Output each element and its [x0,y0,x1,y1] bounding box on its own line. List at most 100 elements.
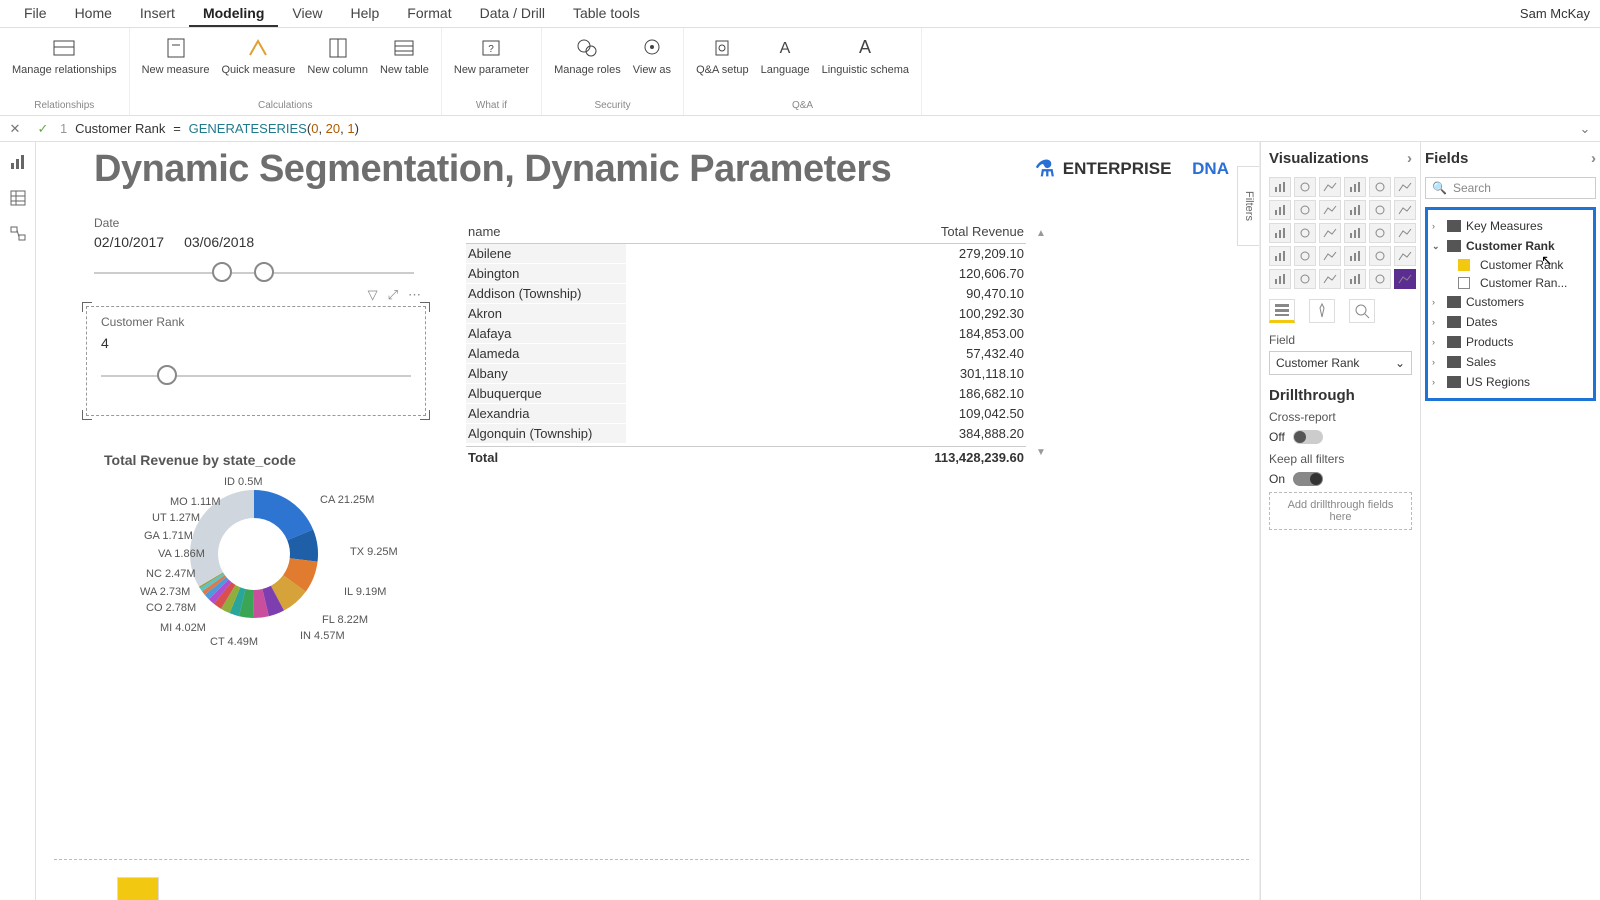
table-scrollbar[interactable]: ▲▼ [1036,228,1050,458]
viz-type-0[interactable] [1269,177,1291,197]
viz-type-22[interactable] [1369,246,1391,266]
field-table-customers[interactable]: ›Customers [1430,292,1591,312]
table-row[interactable]: Alafaya184,853.00 [466,324,1026,344]
revenue-table[interactable]: nameTotal Revenue Abilene279,209.10Abing… [466,220,1026,468]
viz-type-29[interactable] [1394,269,1416,289]
table-row[interactable]: Akron100,292.30 [466,304,1026,324]
format-well-icon[interactable] [1309,299,1335,323]
rank-handle[interactable] [157,365,177,385]
field-customer-rank[interactable]: Customer Rank [1430,256,1591,274]
filters-collapsed-tab[interactable]: Filters [1237,166,1259,246]
drillthrough-dropzone[interactable]: Add drillthrough fields here [1269,492,1412,530]
field-table-key-measures[interactable]: ›Key Measures [1430,216,1591,236]
menu-tab-home[interactable]: Home [61,1,126,27]
page-tab-current[interactable] [117,877,158,900]
formula-dropdown-icon[interactable]: ⌄ [1574,119,1596,139]
date-handle-start[interactable] [212,262,232,282]
field-table-sales[interactable]: ›Sales [1430,352,1591,372]
fields-well-icon[interactable] [1269,299,1295,323]
viz-type-9[interactable] [1344,200,1366,220]
date-to[interactable]: 03/06/2018 [184,234,254,250]
fields-search[interactable]: 🔍 Search [1425,177,1596,199]
ribbon-linguistic-schema[interactable]: ALinguistic schema [816,30,915,80]
viz-type-15[interactable] [1344,223,1366,243]
viz-type-2[interactable] [1319,177,1341,197]
viz-type-21[interactable] [1344,246,1366,266]
viz-type-14[interactable] [1319,223,1341,243]
viz-type-6[interactable] [1269,200,1291,220]
ribbon-new-column[interactable]: New column [301,30,374,80]
table-row[interactable]: Alameda57,432.40 [466,344,1026,364]
viz-type-10[interactable] [1369,200,1391,220]
viz-type-12[interactable] [1269,223,1291,243]
viz-type-4[interactable] [1369,177,1391,197]
analytics-well-icon[interactable] [1349,299,1375,323]
rank-slicer-selected[interactable]: ▽ ⤢ ⋯ Customer Rank 4 [86,306,426,416]
viz-type-7[interactable] [1294,200,1316,220]
viz-collapse-icon[interactable]: › [1407,150,1412,167]
viz-type-8[interactable] [1319,200,1341,220]
filter-icon[interactable]: ▽ [368,287,378,303]
ribbon-manage-relationships[interactable]: Manage relationships [6,30,123,80]
field-table-products[interactable]: ›Products [1430,332,1591,352]
date-handle-end[interactable] [254,262,274,282]
menu-tab-tabletools[interactable]: Table tools [559,1,654,27]
fields-collapse-icon[interactable]: › [1591,150,1596,167]
ribbon-new-parameter[interactable]: ?New parameter [448,30,535,80]
menu-tab-insert[interactable]: Insert [126,1,189,27]
viz-type-11[interactable] [1394,200,1416,220]
viz-type-24[interactable] [1269,269,1291,289]
keep-filters-toggle[interactable] [1293,472,1323,486]
col-name[interactable]: name [466,220,626,243]
date-from[interactable]: 02/10/2017 [94,234,164,250]
ribbon-view-as[interactable]: View as [627,30,677,80]
table-row[interactable]: Albuquerque186,682.10 [466,384,1026,404]
table-row[interactable]: Abington120,606.70 [466,264,1026,284]
formula-commit-icon[interactable]: ✓ [32,119,54,139]
ribbon-manage-roles[interactable]: Manage roles [548,30,627,80]
date-slicer[interactable]: Date 02/10/2017 03/06/2018 [94,216,414,288]
viz-type-3[interactable] [1344,177,1366,197]
formula-text[interactable]: 1 Customer Rank = GENERATESERIES(0, 20, … [60,121,1568,137]
ribbon-new-measure[interactable]: New measure [136,30,216,80]
focus-icon[interactable]: ⤢ [388,287,398,303]
field-well-value[interactable]: Customer Rank⌄ [1269,351,1412,375]
cross-report-toggle[interactable] [1293,430,1323,444]
data-view-icon[interactable] [8,188,28,208]
table-row[interactable]: Alexandria109,042.50 [466,404,1026,424]
menu-tab-datadrill[interactable]: Data / Drill [466,1,559,27]
viz-type-17[interactable] [1394,223,1416,243]
viz-type-1[interactable] [1294,177,1316,197]
formula-cancel-icon[interactable]: ✕ [4,119,26,139]
viz-type-5[interactable] [1394,177,1416,197]
viz-type-28[interactable] [1369,269,1391,289]
menu-tab-format[interactable]: Format [393,1,465,27]
model-view-icon[interactable] [8,224,28,244]
table-row[interactable]: Addison (Township)90,470.10 [466,284,1026,304]
table-row[interactable]: Albany301,118.10 [466,364,1026,384]
menu-tab-help[interactable]: Help [336,1,393,27]
field-table-customer-rank[interactable]: ⌄Customer Rank [1430,236,1591,256]
viz-type-20[interactable] [1319,246,1341,266]
ribbon-language[interactable]: ALanguage [755,30,816,80]
viz-type-25[interactable] [1294,269,1316,289]
donut-chart[interactable]: Total Revenue by state_code CA 21.25MTX … [104,452,464,694]
viz-type-16[interactable] [1369,223,1391,243]
menu-tab-view[interactable]: View [278,1,336,27]
menu-tab-modeling[interactable]: Modeling [189,1,278,27]
viz-type-26[interactable] [1319,269,1341,289]
more-icon[interactable]: ⋯ [408,287,421,303]
viz-type-13[interactable] [1294,223,1316,243]
field-customer-ran---[interactable]: Customer Ran... [1430,274,1591,292]
rank-value[interactable]: 4 [101,335,411,351]
viz-type-27[interactable] [1344,269,1366,289]
ribbon-quick-measure[interactable]: Quick measure [215,30,301,80]
viz-type-23[interactable] [1394,246,1416,266]
menu-tab-file[interactable]: File [10,1,61,27]
ribbon-new-table[interactable]: New table [374,30,435,80]
viz-type-18[interactable] [1269,246,1291,266]
ribbon-q-a-setup[interactable]: Q&A setup [690,30,755,80]
field-table-dates[interactable]: ›Dates [1430,312,1591,332]
table-row[interactable]: Abilene279,209.10 [466,244,1026,264]
table-row[interactable]: Algonquin (Township)384,888.20 [466,424,1026,444]
